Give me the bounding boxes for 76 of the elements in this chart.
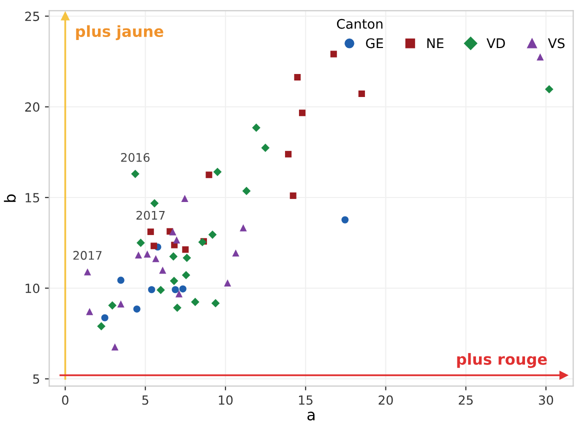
annotation: 2016: [121, 152, 150, 162]
legend-title: Canton: [336, 18, 382, 29]
x-tick-label: 20: [378, 395, 393, 405]
y-tick-label: 15: [26, 193, 40, 202]
legend-label: VS: [548, 38, 565, 48]
point: [144, 250, 151, 258]
point: [169, 252, 178, 261]
annotation: 2017: [73, 250, 102, 260]
y-axis-title: b: [4, 194, 16, 202]
point: [206, 172, 212, 178]
point: [84, 268, 92, 276]
point: [133, 305, 140, 313]
legend-label: VD: [486, 38, 505, 48]
x-tick-label: 0: [62, 395, 68, 405]
point: [181, 194, 188, 202]
x-tick-label: 25: [458, 395, 473, 405]
x-tick-label: 5: [142, 396, 148, 405]
point: [213, 168, 222, 176]
y-tick-label: 20: [25, 102, 40, 112]
point: [152, 255, 160, 262]
point: [211, 299, 220, 308]
x-tick-label: 10: [218, 395, 233, 405]
point: [136, 238, 145, 248]
x-axis-title: a: [307, 412, 315, 420]
point: [232, 249, 240, 257]
point: [224, 279, 232, 286]
ref-line-label: plus jaune: [76, 25, 164, 40]
point: [261, 144, 270, 152]
y-tick-label: 25: [25, 12, 40, 22]
annotation: 2017: [136, 210, 165, 220]
point: [536, 53, 544, 61]
point: [290, 192, 296, 199]
point: [179, 285, 186, 292]
point: [182, 254, 192, 262]
point: [134, 251, 142, 259]
point: [117, 300, 124, 308]
point: [170, 276, 178, 286]
point: [182, 246, 189, 253]
point: [101, 314, 108, 322]
point: [169, 228, 176, 236]
point: [159, 266, 166, 274]
ref-line-label: plus rouge: [457, 353, 547, 368]
point: [108, 301, 117, 310]
point: [294, 74, 301, 81]
point: [330, 50, 337, 58]
point: [175, 290, 183, 298]
point: [156, 286, 165, 294]
legend-label: NE: [427, 38, 444, 48]
point: [252, 124, 260, 132]
point: [173, 236, 180, 244]
point: [208, 230, 217, 239]
point: [150, 199, 159, 208]
point: [86, 308, 94, 316]
y-tick-label: 10: [26, 284, 40, 294]
point: [242, 186, 251, 196]
point: [545, 85, 554, 94]
point: [240, 224, 247, 232]
point: [191, 298, 200, 306]
point: [147, 228, 154, 236]
point: [148, 286, 156, 294]
point: [182, 270, 190, 280]
point: [150, 242, 158, 250]
point: [97, 322, 106, 330]
point: [341, 216, 349, 224]
point: [285, 150, 292, 158]
point: [117, 276, 124, 284]
point: [173, 304, 182, 312]
point: [111, 343, 118, 350]
legend-label: GE: [366, 38, 383, 48]
point: [298, 110, 306, 116]
point: [131, 170, 140, 178]
point: [358, 90, 365, 98]
x-tick-label: 30: [538, 395, 554, 405]
y-tick-label: 5: [33, 374, 40, 384]
x-tick-label: 15: [299, 396, 312, 405]
point: [172, 286, 179, 294]
